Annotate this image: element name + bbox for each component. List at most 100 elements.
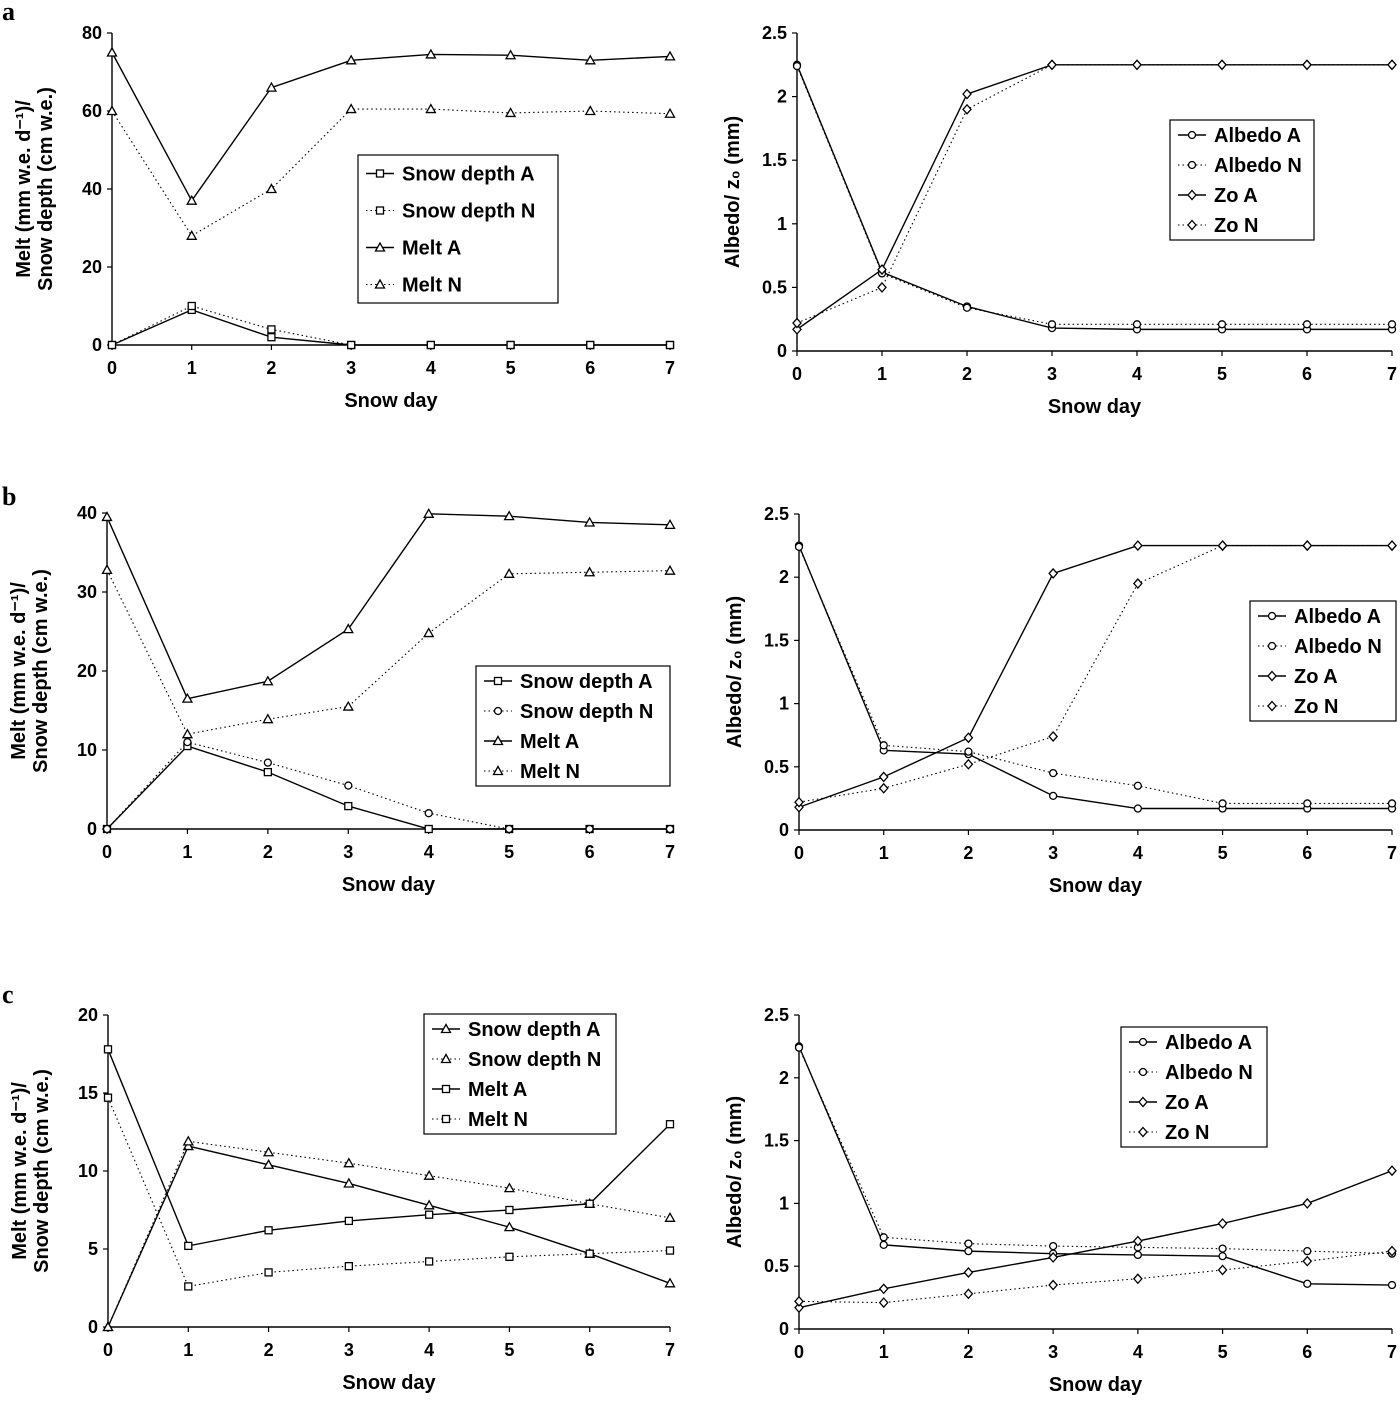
data-point [107, 340, 117, 350]
x-tick-label: 4 [1133, 1342, 1143, 1362]
series-line [107, 1097, 671, 1288]
data-point [792, 317, 802, 329]
legend-marker [375, 206, 385, 215]
legend-label: Melt N [468, 1109, 528, 1131]
data-point [264, 1268, 273, 1277]
legend-label: Albedo A [1214, 125, 1301, 147]
legend-marker [1267, 611, 1277, 621]
series-zo-n [794, 540, 1397, 808]
y-tick-label: 2 [779, 1068, 789, 1088]
legend-marker [375, 169, 385, 178]
y-tick-label: 0.5 [764, 757, 789, 777]
y-tick-label: 80 [82, 23, 102, 43]
x-tick-label: 4 [1133, 843, 1143, 863]
legend-label: Albedo A [1165, 1032, 1252, 1054]
legend-label: Zo A [1165, 1092, 1209, 1114]
x-axis-title: Snow day [1049, 875, 1143, 897]
legend: Albedo A Albedo N Zo A Zo N [1169, 119, 1315, 241]
data-point [342, 623, 354, 634]
data-point [665, 1246, 675, 1255]
data-point [664, 519, 676, 529]
data-point [263, 767, 273, 777]
legend-marker [1267, 700, 1277, 712]
legend-marker [1138, 1096, 1148, 1108]
data-point [1132, 540, 1143, 552]
data-point [345, 103, 357, 114]
y-tick-label: 0.5 [762, 277, 787, 297]
y-tick-label: 2.5 [764, 1005, 789, 1025]
series-melt-n [101, 564, 676, 739]
y-axis-title-line2: Snow depth (cm w.e.) [31, 1069, 53, 1273]
data-point [1048, 1279, 1059, 1291]
legend: Albedo A Albedo N Zo A Zo N [1120, 1026, 1268, 1148]
data-point [186, 194, 198, 205]
legend: Snow depth A Snow depth N Melt A Melt N [423, 1013, 617, 1135]
chart-b-left: 0 10 20 30 40 0 1 2 3 4 5 6 7 Snow day Melt (mm w.e. d… [8, 503, 676, 896]
series-line [107, 1145, 671, 1328]
data-point [181, 728, 194, 739]
data-point [1048, 567, 1059, 579]
data-point [505, 1252, 514, 1261]
x-tick-label: 2 [962, 364, 972, 384]
series-line [796, 64, 1392, 331]
data-point [106, 105, 118, 116]
x-tick-label: 1 [183, 1340, 193, 1360]
series-line [111, 108, 671, 237]
y-tick-label: 1.5 [762, 150, 787, 170]
series-line [798, 1250, 1393, 1304]
x-tick-label: 7 [665, 842, 675, 862]
legend-box [1120, 1026, 1268, 1148]
data-point [584, 105, 596, 116]
data-point [664, 564, 676, 575]
x-tick-label: 4 [424, 1340, 434, 1360]
data-point [963, 758, 974, 770]
legend-marker [1187, 189, 1197, 201]
legend: Snow depth A Snow depth N Melt A Melt N [357, 154, 559, 304]
data-point [503, 568, 515, 578]
data-point [262, 1146, 275, 1157]
chart-c-right: 0 0.5 1 1.5 2 2.5 0 1 2 3 4 5 6 7 Snow day Albedo/ z₀ (… [724, 1005, 1397, 1396]
data-point [265, 183, 278, 194]
legend-label: Snow depth A [520, 671, 653, 693]
data-point [1302, 320, 1312, 329]
data-point [1387, 540, 1397, 552]
y-tick-label: 0 [777, 341, 787, 361]
y-axis-title-line2: Snow depth (cm w.e.) [35, 87, 57, 291]
data-point [102, 824, 112, 834]
data-point [962, 88, 972, 100]
data-point [964, 747, 973, 756]
y-axis-title-line1: Melt (mm w.e. d⁻¹)/ [13, 100, 35, 278]
data-point [343, 1157, 355, 1168]
series-line [111, 305, 670, 346]
legend-label: Albedo N [1165, 1062, 1253, 1084]
data-point [962, 103, 972, 115]
data-point [503, 510, 515, 521]
data-point [878, 782, 889, 794]
legend-box [423, 1013, 617, 1135]
data-point [794, 796, 804, 808]
data-point [1303, 799, 1312, 808]
data-point [1132, 1273, 1143, 1285]
legend-marker [374, 241, 386, 252]
data-point [423, 507, 435, 518]
data-point [585, 1199, 594, 1208]
data-point [423, 1169, 435, 1180]
data-point [794, 1295, 804, 1307]
x-tick-label: 3 [346, 358, 356, 378]
legend-label: Zo A [1294, 666, 1338, 688]
series-melt-n [106, 103, 676, 240]
y-tick-label: 5 [88, 1239, 98, 1259]
x-tick-label: 7 [1387, 1342, 1397, 1362]
x-tick-label: 6 [585, 358, 595, 378]
data-point [423, 627, 435, 638]
x-tick-label: 5 [506, 358, 516, 378]
data-point [187, 301, 196, 311]
legend-label: Snow depth A [402, 164, 535, 186]
data-point [878, 1297, 889, 1309]
y-tick-label: 1 [777, 214, 787, 234]
data-point [878, 1283, 889, 1295]
data-point [664, 107, 676, 118]
data-point [102, 1321, 114, 1332]
x-tick-label: 4 [1132, 364, 1142, 384]
panel-label-b: b [2, 482, 16, 511]
